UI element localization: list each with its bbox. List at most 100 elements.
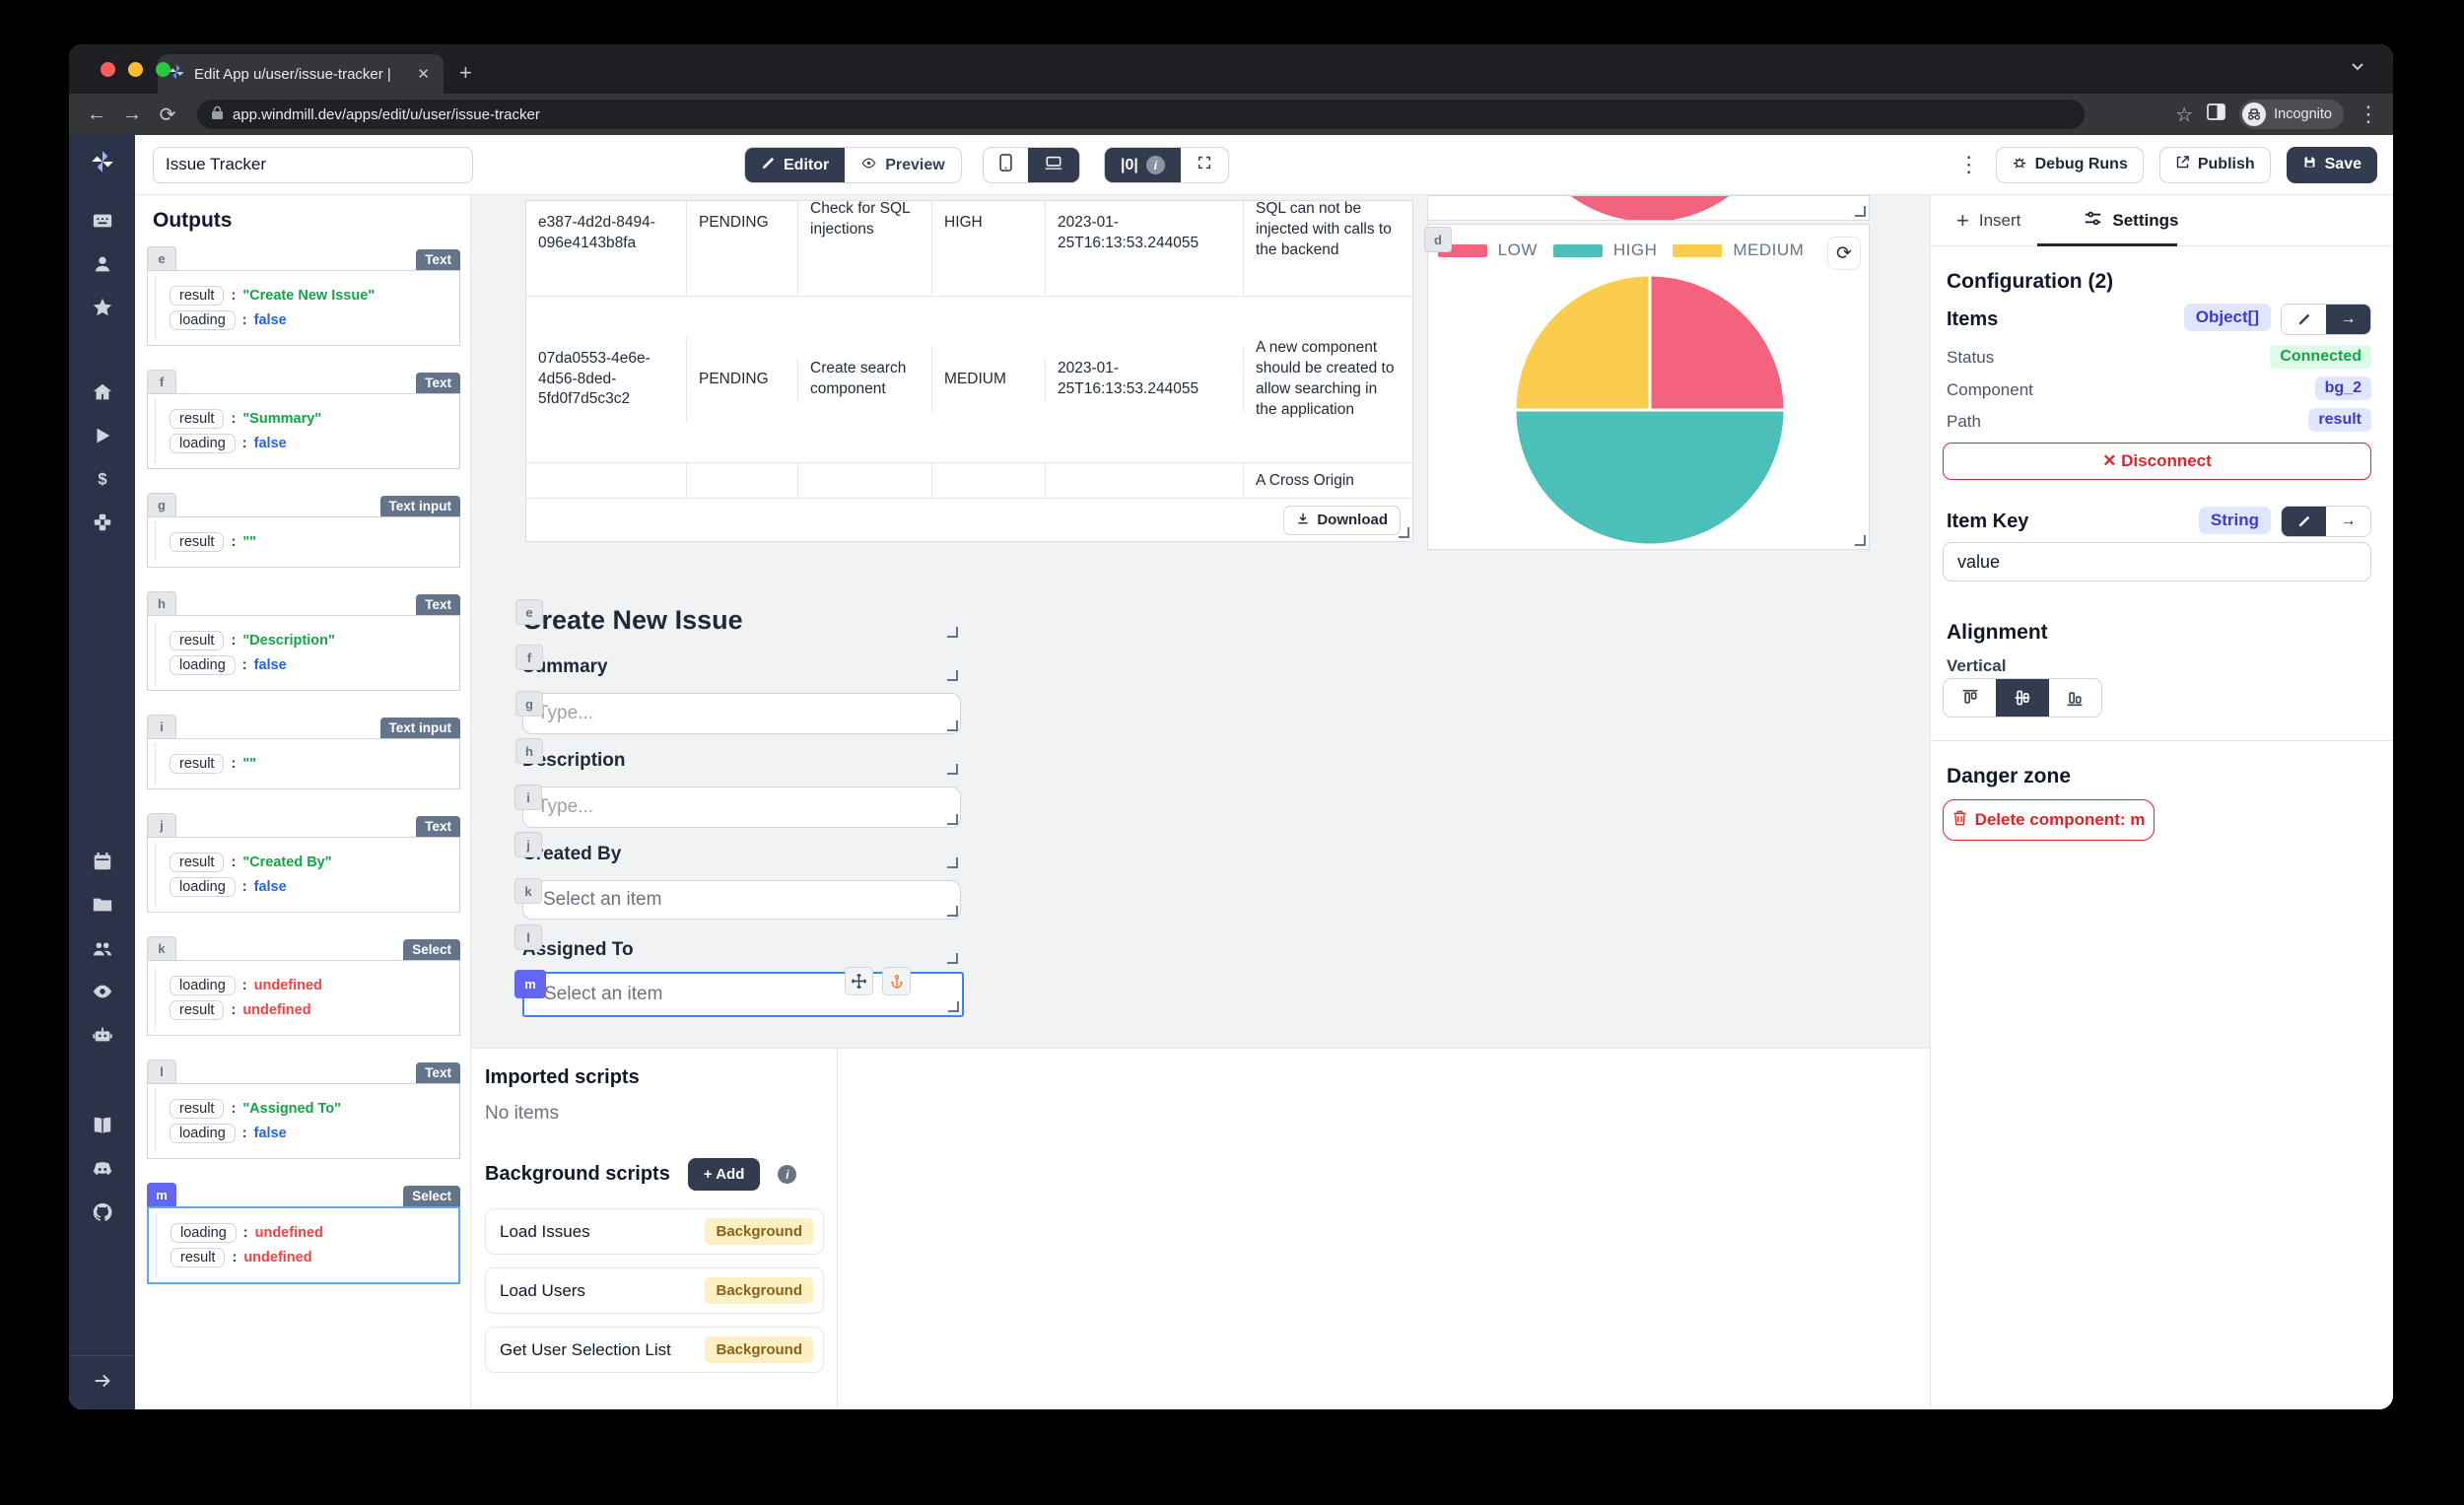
app-menu-kebab-icon[interactable]: ⋮ [1957, 152, 1980, 176]
output-card-j[interactable]: j Text result: "Created By" loading: false [147, 813, 460, 913]
background-script-row[interactable]: Get User Selection List Background [485, 1327, 824, 1373]
zoom-window-button[interactable] [156, 62, 171, 77]
anchor-icon[interactable] [882, 967, 911, 995]
groups-users-icon[interactable] [92, 937, 113, 959]
component-tag-h[interactable]: h [515, 738, 543, 764]
audit-eye-icon[interactable] [92, 981, 113, 1002]
app-canvas[interactable]: e387-4d2d-8494-096e4143b8fa PENDING Chec… [471, 195, 1930, 1409]
discord-icon[interactable] [92, 1158, 113, 1180]
static-edit-button[interactable] [2282, 305, 2326, 334]
pie-chart-component[interactable]: LOW HIGH MEDIUM ⟳ [1427, 224, 1870, 550]
app-name-input[interactable] [153, 146, 473, 183]
github-icon[interactable] [92, 1201, 113, 1223]
download-button[interactable]: Download [1283, 505, 1401, 535]
component-tag-f[interactable]: f [515, 645, 543, 670]
output-card-f[interactable]: f Text result: "Summary" loading: false [147, 370, 460, 469]
side-panel-icon[interactable] [2207, 103, 2225, 125]
clipped-chart-component[interactable] [1427, 195, 1870, 221]
move-handle[interactable] [845, 967, 873, 995]
background-script-row[interactable]: Load Users Background [485, 1267, 824, 1314]
refresh-chart-icon[interactable]: ⟳ [1827, 237, 1861, 270]
created-by-select-component[interactable]: Select an item [522, 880, 961, 920]
editor-tab[interactable]: Editor [745, 148, 846, 182]
summary-input-component[interactable] [522, 693, 961, 734]
windmill-logo-icon[interactable] [90, 149, 115, 179]
output-card-k[interactable]: k Select loading: undefined result: undefin… [147, 936, 460, 1036]
component-tag-j[interactable]: j [514, 832, 542, 857]
variables-dollar-icon[interactable]: $ [92, 468, 113, 490]
close-window-button[interactable] [101, 62, 115, 77]
save-button[interactable]: Save [2286, 146, 2377, 183]
forward-icon[interactable]: → [122, 103, 142, 125]
debug-runs-button[interactable]: Debug Runs [1995, 146, 2144, 183]
static-edit-button[interactable] [2282, 507, 2326, 536]
summary-label-component[interactable]: Summary [522, 656, 961, 684]
desktop-view-button[interactable] [1028, 148, 1079, 182]
component-tag-g[interactable]: g [515, 691, 543, 717]
resources-hub-icon[interactable] [92, 512, 113, 533]
description-input-component[interactable] [522, 787, 961, 828]
runs-play-icon[interactable] [92, 425, 113, 446]
full-width-button[interactable] [1181, 148, 1228, 182]
table-cell: PENDING [687, 201, 798, 296]
output-card-g[interactable]: g Text input result: "" [147, 493, 460, 568]
add-background-script-button[interactable]: + Add [687, 1158, 761, 1191]
component-tag-e[interactable]: e [515, 599, 543, 625]
form-title-component[interactable]: Create New Issue [522, 605, 961, 641]
output-card-e[interactable]: e Text result: "Create New Issue" loading:… [147, 246, 460, 346]
created-by-select[interactable]: Select an item [522, 880, 961, 920]
home-icon[interactable] [92, 381, 113, 403]
created-by-label-component[interactable]: Created By [522, 844, 961, 871]
disconnect-button[interactable]: ✕ Disconnect [1943, 443, 2371, 480]
browser-menu-icon[interactable]: ⋮ [2358, 102, 2379, 126]
apps-icon[interactable] [92, 210, 113, 232]
user-icon[interactable] [92, 253, 113, 275]
connect-arrow-button[interactable]: → [2326, 305, 2370, 334]
settings-tab[interactable]: Settings [2084, 210, 2178, 232]
align-center-button[interactable] [1996, 679, 2049, 717]
output-card-l[interactable]: l Text result: "Assigned To" loading: false [147, 1060, 460, 1159]
component-tag-m-selected[interactable]: m [514, 970, 546, 998]
component-tag-i[interactable]: i [514, 785, 542, 810]
output-card-h[interactable]: h Text result: "Description" loading: false [147, 591, 460, 691]
output-card-m-selected[interactable]: m Select loading: undefined result: undefin… [147, 1183, 460, 1284]
workers-robot-icon[interactable] [92, 1024, 113, 1046]
delete-component-button[interactable]: Delete component: m [1943, 799, 2155, 841]
component-tag-d[interactable]: d [1424, 227, 1452, 252]
info-icon[interactable]: i [778, 1165, 797, 1184]
align-bottom-button[interactable] [2048, 679, 2101, 717]
summary-input[interactable] [522, 693, 961, 734]
insert-tab[interactable]: + Insert [1956, 207, 2021, 233]
background-script-row[interactable]: Load Issues Background [485, 1208, 824, 1255]
bounded-width-button[interactable]: |0| i [1105, 148, 1181, 182]
connect-arrow-button[interactable]: → [2326, 507, 2370, 536]
minimize-window-button[interactable] [128, 62, 143, 77]
description-input[interactable] [522, 787, 961, 828]
component-tag-k[interactable]: k [514, 878, 542, 904]
browser-tab[interactable]: Edit App u/user/issue-tracker | ✕ [158, 54, 444, 94]
reload-icon[interactable]: ⟳ [159, 103, 176, 126]
assigned-to-select-component-selected[interactable]: Select an item [522, 967, 964, 1017]
docs-book-icon[interactable] [92, 1115, 113, 1136]
info-icon[interactable]: i [1145, 156, 1165, 174]
assigned-to-label-component[interactable]: Assigned To [522, 939, 961, 967]
mobile-view-button[interactable] [984, 148, 1028, 182]
collapse-arrow-icon[interactable] [92, 1370, 113, 1392]
folders-icon[interactable] [92, 894, 113, 916]
description-label-component[interactable]: Description [522, 750, 961, 778]
bookmark-star-icon[interactable]: ☆ [2175, 103, 2194, 126]
favorites-star-icon[interactable] [92, 297, 113, 318]
address-bar[interactable]: app.windmill.dev/apps/edit/u/user/issue-… [197, 100, 2085, 129]
issues-table-component[interactable]: e387-4d2d-8494-096e4143b8fa PENDING Chec… [525, 200, 1413, 542]
tab-search-chevron-icon[interactable] [2350, 58, 2365, 79]
tab-close-icon[interactable]: ✕ [417, 66, 430, 83]
align-top-button[interactable] [1944, 679, 1997, 717]
publish-button[interactable]: Publish [2158, 146, 2271, 183]
back-icon[interactable]: ← [87, 103, 106, 125]
component-tag-l[interactable]: l [514, 924, 542, 950]
item-key-input[interactable] [1943, 542, 2371, 581]
new-tab-button[interactable]: + [459, 60, 472, 85]
schedules-calendar-icon[interactable] [92, 851, 113, 872]
preview-tab[interactable]: Preview [845, 148, 960, 182]
output-card-i[interactable]: i Text input result: "" [147, 715, 460, 789]
